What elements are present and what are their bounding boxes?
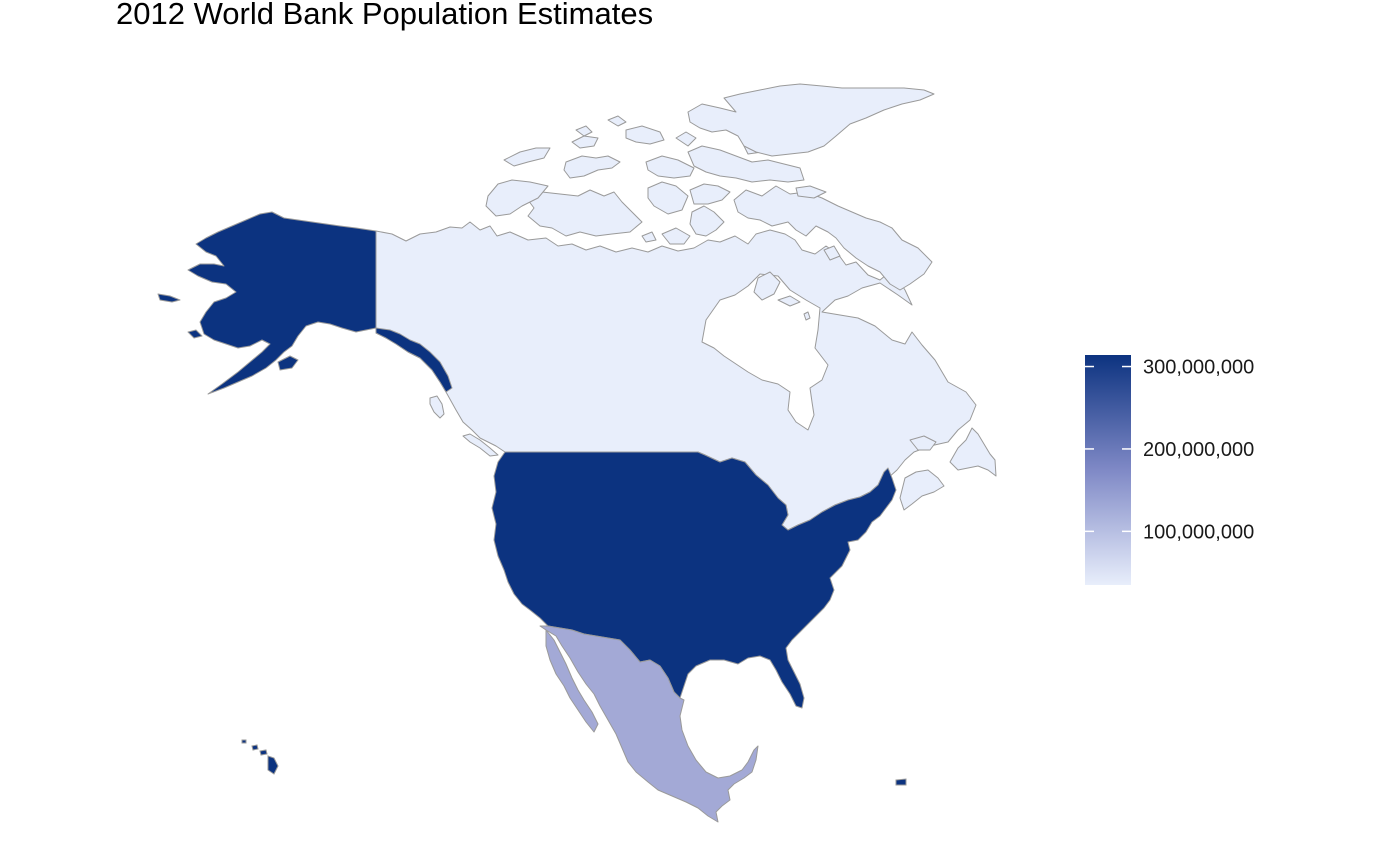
legend-tick-label: 300,000,000 — [1143, 357, 1254, 379]
canada-region — [375, 83, 997, 531]
color-legend: 300,000,000 200,000,000 100,000,000 — [1085, 355, 1254, 585]
legend-tick-label: 200,000,000 — [1143, 439, 1254, 461]
chart-title: 2012 World Bank Population Estimates — [116, 0, 654, 31]
alaska-region — [157, 211, 453, 395]
hawaii-region — [241, 739, 279, 775]
mexico-region — [539, 625, 759, 823]
legend-colorbar — [1085, 355, 1131, 585]
legend-tick-label: 100,000,000 — [1143, 521, 1254, 543]
puerto-rico-region — [895, 778, 907, 786]
